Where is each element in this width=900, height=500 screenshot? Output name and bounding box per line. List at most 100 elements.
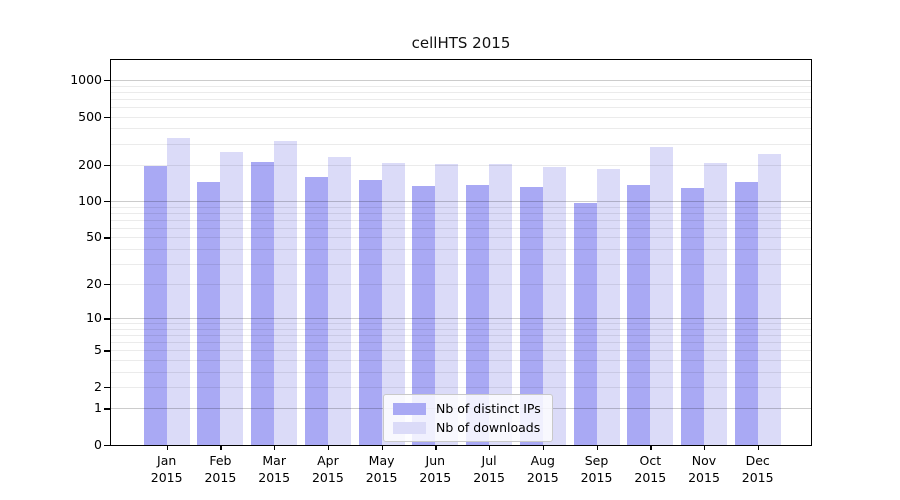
gridline	[111, 237, 811, 239]
gridline	[111, 80, 811, 81]
x-tick-label: May 2015	[365, 453, 398, 485]
x-tick-mark	[757, 445, 759, 450]
gridline	[111, 206, 811, 208]
bar-ips-sep	[573, 202, 597, 445]
x-tick-mark	[650, 445, 652, 450]
bar-downloads-mar	[274, 140, 298, 445]
legend: Nb of distinct IPs Nb of downloads	[383, 394, 553, 442]
y-tick-mark	[104, 387, 110, 389]
x-tick-mark	[327, 445, 330, 450]
x-tick-label: Apr 2015	[311, 453, 344, 485]
x-tick-mark	[166, 445, 168, 450]
gridline	[111, 85, 811, 87]
y-tick-mark	[104, 408, 110, 410]
x-tick-label: Jan 2015	[150, 453, 183, 485]
x-tick-label: Oct 2015	[634, 453, 667, 485]
bar-ips-jul	[466, 184, 490, 445]
y-tick-label: 2	[94, 379, 102, 394]
y-tick-label: 5	[94, 342, 102, 358]
gridline	[111, 248, 811, 250]
x-tick-label: Nov 2015	[688, 453, 720, 485]
legend-label-downloads: Nb of downloads	[436, 420, 541, 435]
y-tick-label: 100	[78, 193, 102, 209]
y-tick-mark	[104, 201, 110, 203]
y-tick-mark	[104, 116, 110, 118]
bar-downloads-sep	[596, 168, 620, 445]
bar-downloads-dec	[757, 153, 781, 445]
y-tick-mark	[104, 237, 110, 239]
legend-item-ips: Nb of distinct IPs	[393, 401, 541, 416]
gridline	[111, 323, 811, 325]
bar-ips-jan	[143, 166, 167, 445]
x-tick-mark	[435, 445, 437, 450]
bar-ips-nov	[681, 187, 704, 445]
bar-downloads-nov	[704, 163, 727, 445]
bar-downloads-oct	[650, 147, 674, 445]
bar-downloads-apr	[327, 157, 351, 445]
gridline	[111, 116, 811, 118]
gridline	[111, 387, 811, 388]
gridline	[111, 360, 811, 361]
gridline	[111, 164, 811, 166]
gridline	[111, 342, 811, 344]
bar-ips-may	[358, 179, 382, 445]
x-tick-mark	[381, 445, 383, 450]
y-tick-mark	[104, 164, 110, 167]
x-tick-mark	[489, 445, 491, 450]
legend-swatch-ips-icon	[393, 402, 426, 415]
bar-ips-aug	[519, 186, 543, 445]
chart-title: cellHTS 2015	[411, 34, 511, 52]
y-tick-label: 1	[94, 400, 102, 416]
bar-ips-apr	[304, 176, 328, 445]
gridline	[111, 284, 811, 286]
bar-ips-mar	[251, 161, 275, 445]
bar-ips-jun	[412, 185, 436, 445]
bar-downloads-jul	[489, 163, 513, 445]
legend-swatch-downloads-icon	[393, 421, 426, 434]
y-tick-label: 50	[86, 229, 102, 245]
gridline	[111, 219, 811, 221]
bar-downloads-may	[381, 163, 405, 445]
legend-label-ips: Nb of distinct IPs	[436, 401, 541, 416]
gridline	[111, 91, 811, 93]
x-tick-label: Jul 2015	[473, 453, 505, 485]
x-tick-label: Dec 2015	[741, 453, 774, 485]
gridline	[111, 318, 811, 320]
y-tick-label: 10	[86, 310, 102, 326]
x-tick-mark	[704, 445, 706, 450]
gridline	[111, 328, 811, 330]
x-tick-label: Jun 2015	[419, 453, 452, 485]
legend-item-downloads: Nb of downloads	[393, 420, 541, 435]
y-tick-mark	[104, 350, 110, 352]
bar-downloads-feb	[220, 152, 244, 445]
bar-downloads-jun	[435, 164, 459, 445]
x-tick-label: Mar 2015	[258, 453, 291, 485]
bar-ips-oct	[627, 184, 651, 445]
x-tick-label: Aug 2015	[526, 453, 559, 485]
y-tick-label: 20	[86, 276, 102, 292]
y-tick-label: 500	[78, 108, 102, 124]
bar-ips-feb	[197, 181, 221, 445]
x-tick-mark	[220, 445, 222, 450]
x-tick-mark	[274, 445, 276, 450]
gridline	[111, 143, 811, 145]
x-tick-label: Sep 2015	[580, 453, 613, 485]
gridline	[111, 107, 811, 108]
y-tick-mark	[104, 80, 110, 82]
x-tick-label: Feb 2015	[204, 453, 237, 485]
bar-downloads-aug	[542, 167, 566, 445]
gridline	[111, 263, 811, 265]
gridline	[111, 371, 811, 373]
bar-downloads-jan	[166, 138, 190, 445]
gridline	[111, 350, 811, 352]
gridline	[111, 128, 811, 130]
y-tick-mark	[104, 284, 110, 286]
gridline	[111, 227, 811, 229]
gridline	[111, 98, 811, 100]
gridline	[111, 212, 811, 214]
gridline	[111, 201, 811, 203]
y-tick-mark	[104, 445, 110, 447]
x-tick-mark	[542, 445, 545, 450]
y-tick-mark	[104, 318, 110, 320]
